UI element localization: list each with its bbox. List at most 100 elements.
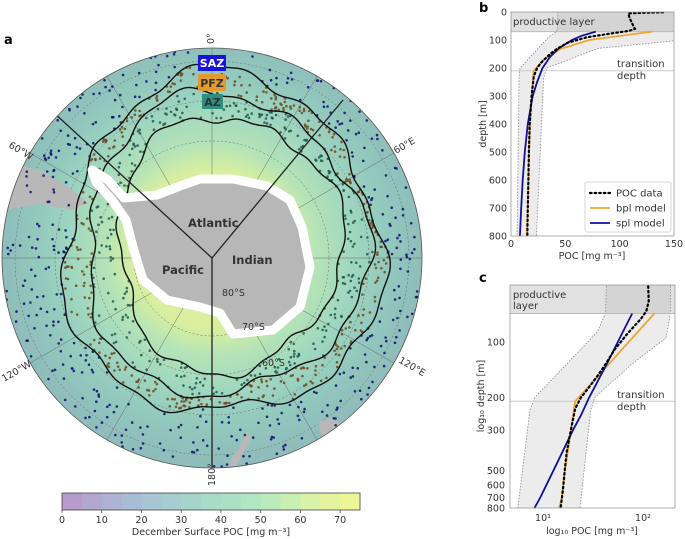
saz-observation [262, 7, 265, 10]
saz-observation [321, 410, 324, 414]
pfz-observation [226, 77, 229, 80]
az-observation [176, 94, 179, 98]
saz-observation [49, 334, 52, 337]
az-observation [303, 138, 306, 142]
az-observation [110, 333, 114, 337]
az-observation [158, 363, 162, 366]
saz-observation [9, 357, 13, 361]
pfz-observation [75, 246, 79, 249]
colorbar-bin [181, 493, 202, 510]
az-observation [312, 342, 315, 346]
pfz-observation [108, 356, 112, 360]
saz-observation [212, 22, 215, 25]
saz-observation [135, 30, 138, 33]
colorbar: 0 10 20 30 40 50 60 70 December Surface POC [mg… [59, 492, 361, 538]
saz-observation [386, 238, 390, 241]
saz-observation [377, 387, 380, 391]
saz-observation [303, 66, 307, 70]
saz-observation [45, 324, 48, 328]
az-observation [350, 211, 353, 214]
saz-observation [404, 186, 408, 189]
legend-entry: spl model [616, 219, 665, 230]
saz-observation [146, 15, 149, 18]
az-observation [355, 289, 359, 293]
saz-observation [256, 14, 259, 17]
pfz-observation [357, 314, 360, 317]
pfz-observation [67, 265, 70, 268]
pfz-observation [239, 94, 243, 98]
pfz-observation [218, 401, 221, 404]
saz-observation [334, 126, 337, 129]
pfz-observation [377, 260, 380, 264]
y-tick-label: 600 [487, 481, 505, 492]
az-observation [349, 279, 353, 283]
pfz-observation [120, 131, 123, 134]
az-observation [194, 381, 198, 385]
saz-observation [124, 428, 128, 432]
pfz-observation [269, 377, 273, 381]
saz-observation [393, 341, 397, 345]
pfz-observation [279, 380, 283, 383]
az-observation [181, 111, 184, 115]
saz-observation [351, 92, 355, 95]
saz-observation [394, 216, 397, 219]
saz-observation [340, 433, 343, 436]
saz-observation [408, 257, 412, 261]
saz-observation [319, 79, 323, 83]
saz-observation [165, 54, 169, 58]
az-observation [353, 242, 356, 246]
saz-observation [39, 307, 43, 311]
az-observation [100, 244, 103, 247]
saz-observation [47, 266, 51, 269]
az-observation [123, 292, 127, 296]
saz-observation [352, 41, 355, 44]
saz-observation [421, 341, 422, 345]
polar-map: 0° 60°W 60°E 120°W 120°E 180° 80°S 70°S … [0, 2, 463, 486]
pfz-observation [175, 402, 179, 405]
saz-observation [339, 399, 343, 403]
band-lower-line [517, 285, 607, 508]
saz-observation [460, 275, 463, 278]
az-observation [324, 329, 328, 332]
colorbar-tick-label: 60 [294, 515, 306, 526]
saz-observation [139, 446, 143, 450]
az-observation [353, 286, 356, 290]
pfz-observation [113, 139, 117, 142]
pfz-observation [80, 221, 83, 225]
saz-observation [355, 440, 358, 444]
saz-observation [397, 377, 400, 381]
az-observation [90, 209, 94, 212]
az-observation [246, 113, 249, 117]
saz-observation [33, 274, 37, 278]
az-observation [232, 102, 236, 105]
saz-observation [342, 371, 346, 375]
saz-observation [337, 63, 341, 66]
saz-observation [432, 301, 435, 304]
saz-observation [275, 460, 279, 463]
saz-observation [333, 58, 336, 62]
az-observation [260, 113, 264, 116]
saz-observation [232, 2, 235, 5]
az-observation [327, 171, 331, 175]
pfz-observation [155, 94, 159, 98]
az-observation [225, 104, 228, 108]
saz-observation [173, 65, 176, 69]
saz-observation [383, 351, 386, 355]
az-observation [145, 116, 148, 120]
legend-entry: POC data [616, 189, 663, 200]
colorbar-tick-label: 30 [175, 515, 187, 526]
saz-observation [163, 48, 167, 50]
az-observation [249, 374, 253, 377]
pfz-observation [185, 398, 188, 402]
pfz-observation [89, 260, 93, 264]
x-tick-label: 0 [508, 239, 514, 250]
saz-observation [239, 428, 242, 432]
pfz-observation [153, 380, 157, 384]
saz-observation [204, 420, 208, 424]
saz-observation [55, 83, 58, 86]
pfz-observation [260, 378, 263, 382]
pfz-observation [104, 354, 107, 358]
az-observation [156, 360, 159, 364]
saz-observation [424, 286, 427, 289]
az-observation [185, 365, 188, 369]
